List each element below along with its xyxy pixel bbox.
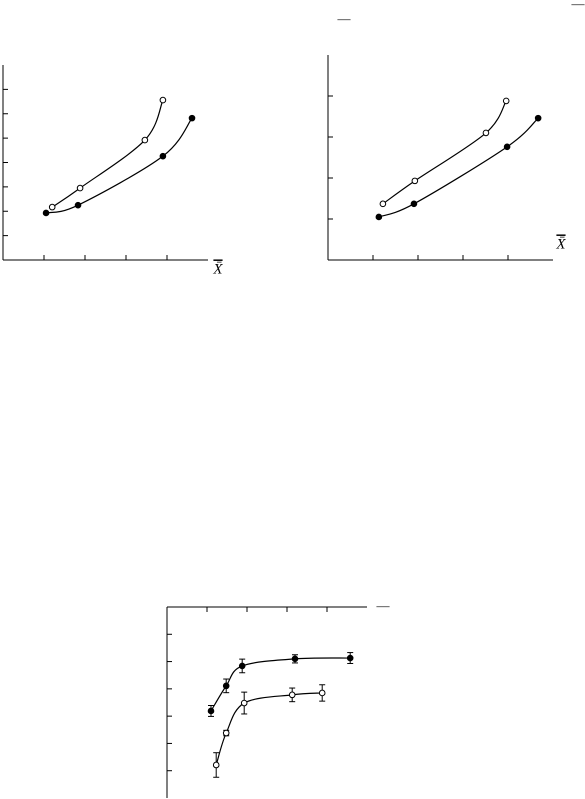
fragment: — [337, 11, 352, 26]
point [238, 662, 246, 670]
fit-curve [378, 117, 539, 218]
point [159, 96, 167, 104]
fit-curve [51, 99, 164, 208]
point [207, 707, 215, 715]
point [188, 114, 196, 122]
point [240, 699, 248, 707]
point [42, 209, 50, 217]
fragment: — [376, 598, 391, 613]
point [411, 177, 419, 185]
point [159, 152, 167, 160]
point [141, 136, 149, 144]
fit-curve [210, 657, 351, 712]
point [76, 184, 84, 192]
point [502, 97, 510, 105]
x-axis-label: X̄ [555, 236, 566, 252]
point [534, 114, 542, 122]
point [346, 654, 354, 662]
point [503, 143, 511, 151]
point [74, 201, 82, 209]
point [379, 200, 387, 208]
fragment: — [571, 0, 585, 11]
point [288, 691, 296, 699]
point [375, 213, 383, 221]
point [48, 203, 56, 211]
point [318, 689, 326, 697]
point [410, 200, 418, 208]
point [222, 682, 230, 690]
fit-curve [382, 100, 507, 205]
point [291, 655, 299, 663]
point [222, 729, 230, 737]
point [482, 129, 490, 137]
fit-curve [215, 692, 323, 766]
x-axis-label: X̄ [212, 261, 223, 277]
point [212, 761, 220, 769]
fit-curve [45, 117, 193, 214]
